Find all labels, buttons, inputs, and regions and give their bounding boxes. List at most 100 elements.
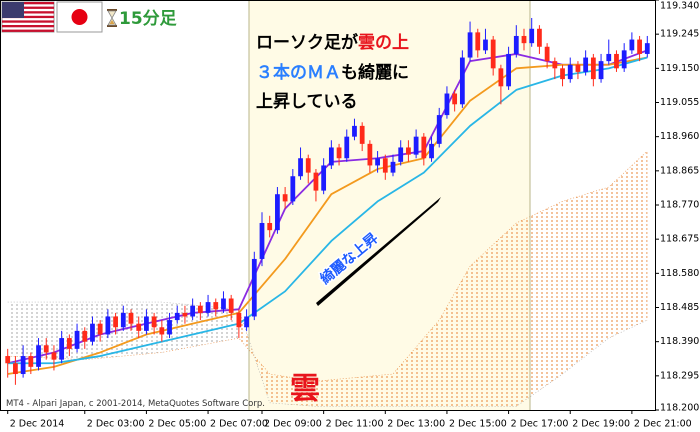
candle-body	[429, 143, 434, 159]
candle-body	[575, 64, 581, 72]
annotation-highlight: 雲の上	[358, 33, 409, 53]
candle-body	[28, 356, 34, 367]
candle-body	[483, 39, 488, 51]
candle-body	[190, 305, 196, 317]
candle-body	[452, 93, 458, 105]
y-tick-label: 119.150	[660, 63, 699, 74]
candle-body	[113, 316, 118, 328]
candle-body	[560, 68, 565, 80]
y-tick-label: 119.340	[660, 1, 699, 12]
candle-body	[251, 258, 257, 317]
cloud-segment	[238, 309, 270, 403]
candle-body	[637, 39, 642, 54]
candle-body	[275, 194, 280, 231]
candle-body	[583, 57, 589, 72]
y-tick-label: 119.245	[660, 29, 699, 40]
candle-body	[629, 39, 635, 51]
candle-body	[36, 345, 41, 367]
candle-body	[459, 57, 465, 105]
candle-body	[105, 316, 111, 335]
candle-body	[244, 316, 249, 328]
annotation-highlight: ３本のＭＡ	[256, 62, 341, 83]
x-tick-label: 2 Dec 13:00	[387, 419, 445, 430]
candle-body	[305, 158, 311, 173]
x-tick-label: 2 Dec 15:00	[449, 419, 507, 430]
candle-body	[490, 39, 496, 69]
candle-body	[213, 302, 219, 310]
cloud-segment	[562, 187, 609, 375]
candle-body	[313, 172, 319, 191]
candle-body	[398, 147, 404, 162]
candle-body	[259, 222, 265, 259]
cloud-segment	[315, 374, 393, 407]
y-tick-label: 118.865	[660, 165, 699, 176]
japan-flag	[56, 1, 103, 33]
candle-body	[90, 323, 95, 342]
candle-body	[598, 61, 604, 80]
y-tick-label: 118.390	[660, 336, 699, 347]
x-tick-label: 2 Dec 05:00	[148, 419, 206, 430]
candle-body	[282, 194, 288, 202]
candle-body	[644, 43, 650, 54]
annotation-text: も綺麗に	[341, 62, 409, 83]
cloud-segment	[439, 266, 471, 407]
x-tick-label: 2 Dec 03:00	[87, 419, 145, 430]
plot-border	[0, 0, 656, 411]
candle-body	[144, 316, 149, 331]
us-flag	[1, 1, 55, 33]
candle-body	[66, 338, 72, 349]
candle-body	[5, 356, 11, 364]
candle-layer	[5, 17, 650, 385]
cloud-edge	[7, 150, 648, 382]
cloud-segment	[608, 151, 648, 339]
candle-body	[298, 158, 303, 177]
candle-body	[390, 161, 396, 173]
candle-body	[51, 352, 57, 360]
cloud-layer	[7, 150, 648, 407]
candle-body	[421, 136, 427, 159]
candle-body	[136, 323, 142, 331]
annotation-line-3: 上昇している	[256, 92, 358, 112]
candle-body	[290, 176, 296, 202]
candle-body	[174, 312, 180, 321]
candle-body	[97, 323, 103, 335]
cloud-segment	[7, 302, 85, 360]
candle-body	[475, 32, 481, 51]
cloud-segment	[269, 374, 316, 407]
candle-body	[367, 143, 373, 166]
candle-body	[59, 338, 65, 360]
x-tick-label: 2 Dec 2014	[10, 419, 65, 430]
candle-body	[614, 53, 619, 69]
x-tick-label: 2 Dec 17:00	[511, 419, 569, 430]
candle-body	[537, 28, 542, 47]
candle-body	[382, 158, 388, 173]
candle-body	[321, 165, 327, 191]
candle-body	[205, 302, 211, 313]
candle-body	[228, 298, 234, 313]
candle-body	[236, 312, 242, 328]
candle-body	[513, 35, 519, 54]
candle-body	[344, 136, 350, 159]
candle-body	[267, 222, 273, 231]
candle-body	[467, 32, 473, 58]
y-tick-label: 118.295	[660, 370, 699, 381]
annotation-line-1: ローソク足が雲の上	[256, 32, 409, 53]
y-tick-label: 118.580	[660, 268, 699, 279]
candle-body	[74, 330, 80, 349]
hourglass-icon	[107, 9, 117, 27]
candle-body	[552, 61, 558, 69]
trend-arrow	[316, 197, 441, 306]
x-tick-label: 2 Dec 21:00	[634, 419, 692, 430]
candle-body	[498, 68, 504, 87]
candle-body	[221, 298, 226, 310]
candle-body	[128, 312, 134, 324]
candle-body	[521, 35, 527, 44]
candle-body	[606, 53, 612, 62]
candle-body	[151, 316, 157, 328]
candle-body	[43, 345, 49, 353]
candle-body	[167, 320, 172, 335]
candle-body	[359, 125, 365, 144]
candle-body	[590, 57, 596, 80]
candle-body	[529, 28, 535, 44]
annotation-line-2: ３本のＭＡも綺麗に	[256, 62, 409, 83]
